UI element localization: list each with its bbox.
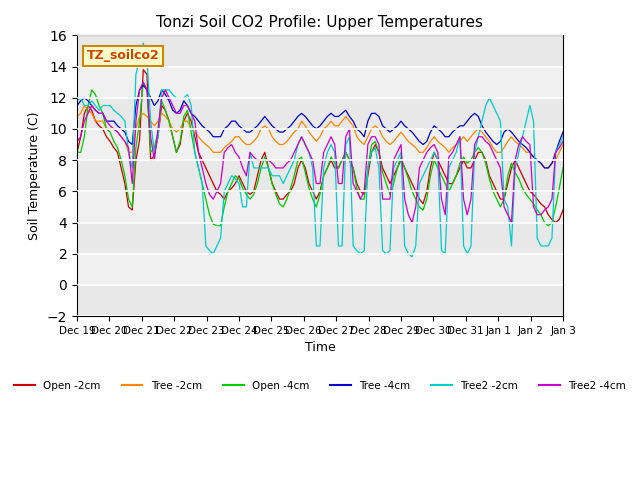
- Bar: [77, 67, 563, 98]
- Bar: [77, 129, 563, 160]
- Bar: [77, 36, 563, 67]
- Y-axis label: Soil Temperature (C): Soil Temperature (C): [28, 111, 42, 240]
- Bar: [77, 223, 563, 254]
- Bar: [77, 192, 563, 223]
- X-axis label: Time: Time: [305, 341, 335, 354]
- Bar: [77, 254, 563, 285]
- Bar: [77, 160, 563, 192]
- Legend: Open -2cm, Tree -2cm, Open -4cm, Tree -4cm, Tree2 -2cm, Tree2 -4cm: Open -2cm, Tree -2cm, Open -4cm, Tree -4…: [10, 377, 630, 395]
- Text: TZ_soilco2: TZ_soilco2: [86, 49, 159, 62]
- Title: Tonzi Soil CO2 Profile: Upper Temperatures: Tonzi Soil CO2 Profile: Upper Temperatur…: [157, 15, 483, 30]
- Bar: [77, 98, 563, 129]
- Bar: [77, 285, 563, 316]
